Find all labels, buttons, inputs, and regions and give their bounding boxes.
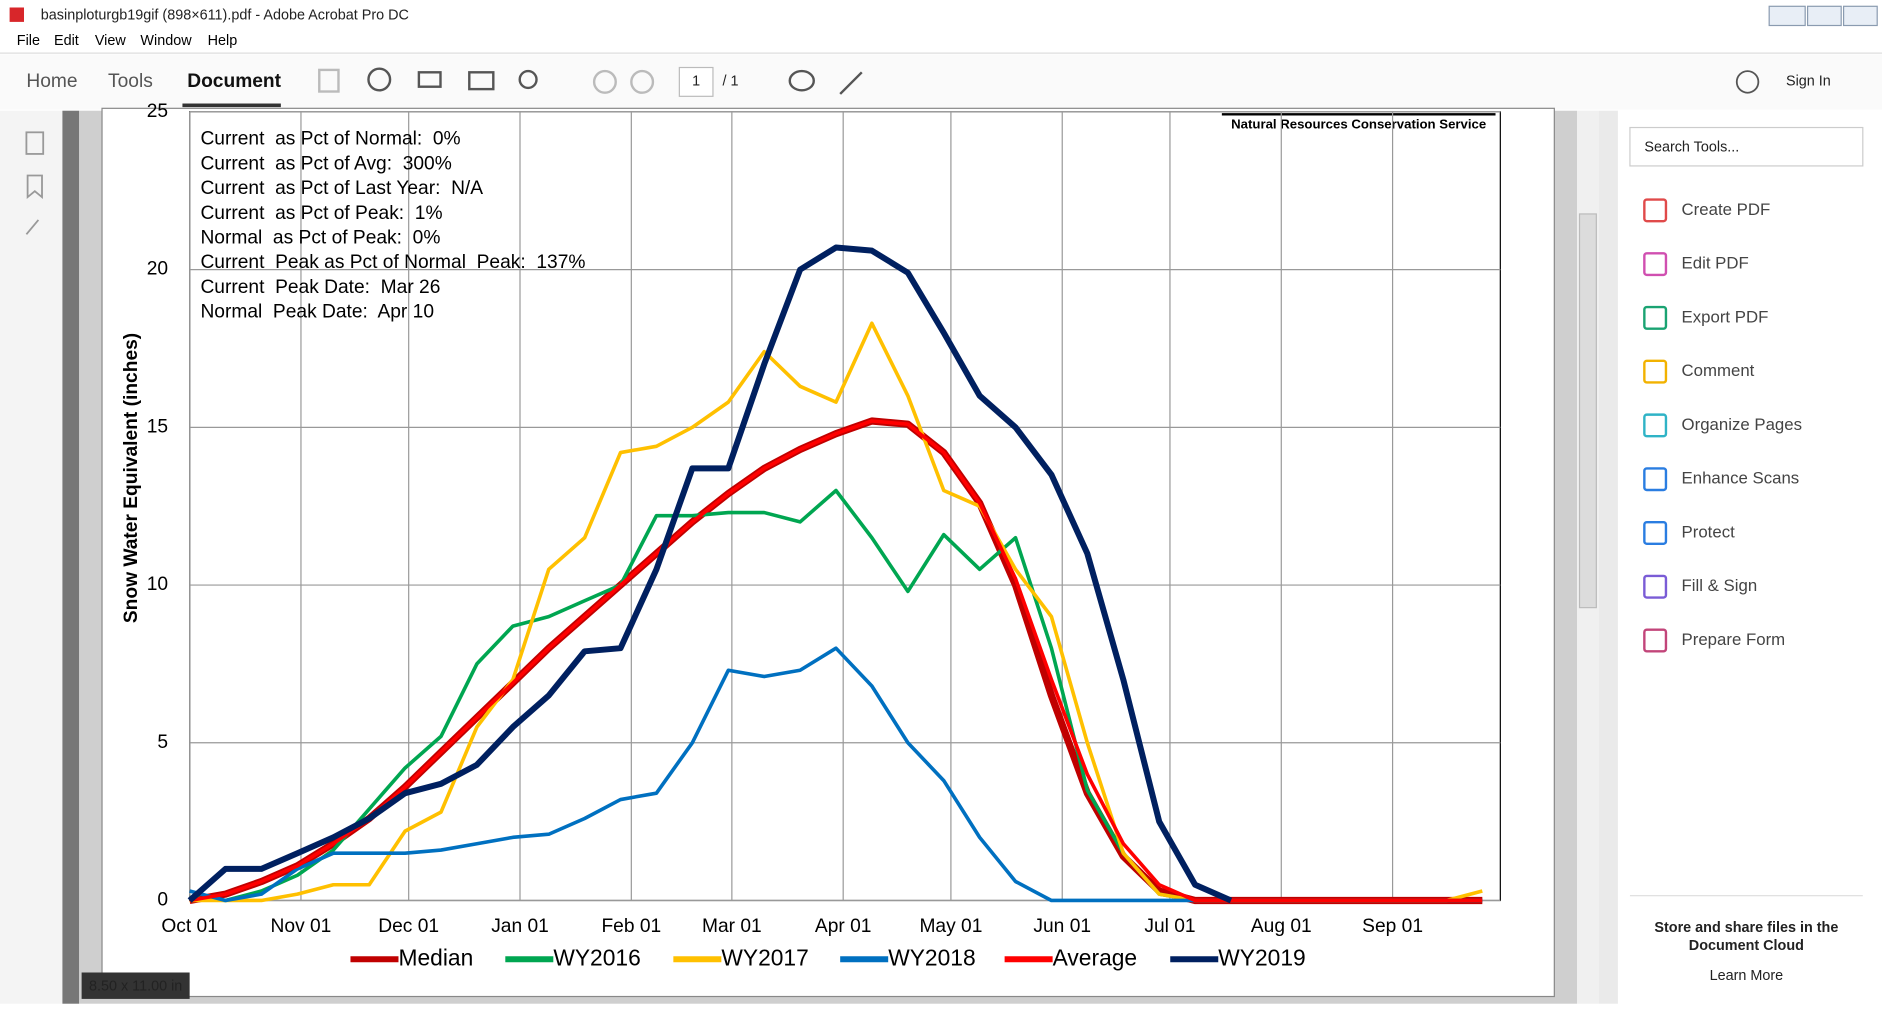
x-tick-label: Oct 01	[161, 916, 218, 937]
tools-panel	[1617, 110, 1882, 1004]
x-tick-label: Aug 01	[1251, 916, 1312, 937]
annotation: Current as Pct of Last Year: N/A	[200, 178, 483, 199]
tool-icon	[1643, 359, 1668, 384]
legend-label: WY2017	[721, 944, 808, 970]
legend-label: Average	[1053, 944, 1137, 970]
page-size-badge	[81, 972, 190, 999]
annotation: Normal as Pct of Peak: 0%	[200, 228, 440, 249]
tool[interactable]: Organize Pages	[1682, 415, 1802, 434]
x-tick-label: Jul 01	[1144, 916, 1195, 937]
y-tick-label: 5	[157, 732, 168, 753]
y-tick-label: 0	[157, 890, 168, 911]
tool[interactable]: Enhance Scans	[1682, 469, 1800, 488]
tool[interactable]: Create PDF	[1682, 200, 1771, 219]
x-tick-label: Nov 01	[271, 916, 332, 937]
pdf-page	[101, 107, 1555, 998]
x-tick-label: Sep 01	[1362, 916, 1423, 937]
annotation: Current Peak as Pct of Normal Peak: 137%	[200, 252, 585, 273]
x-tick-label: Apr 01	[815, 916, 872, 937]
cloud-text: Store and share files in the	[1654, 920, 1838, 936]
legend-label: WY2019	[1218, 944, 1305, 970]
y-tick-label: 25	[147, 101, 168, 122]
x-tick-label: Feb 01	[601, 916, 661, 937]
x-tick-label: Jan 01	[491, 916, 549, 937]
scroll-thumb[interactable]	[1578, 213, 1597, 609]
y-tick-label: 15	[147, 416, 168, 437]
source: Natural Resources Conservation Service	[1231, 117, 1486, 132]
tool[interactable]: Prepare Form	[1682, 630, 1786, 649]
x-tick-label: Mar 01	[702, 916, 762, 937]
annotation: Current as Pct of Peak: 1%	[200, 203, 442, 224]
legend-label: WY2016	[553, 944, 640, 970]
series-line	[189, 419, 1483, 903]
annotation: Current as Pct of Normal: 0%	[200, 129, 460, 150]
active-tab-underline	[182, 103, 281, 108]
search-placeholder: Search Tools...	[1644, 140, 1739, 156]
page-total: / 1	[723, 74, 739, 90]
window-title: basinploturgb19gif (898×611).pdf - Adobe…	[41, 8, 409, 24]
tool-icon	[1643, 628, 1668, 653]
menu-item[interactable]: Window	[140, 33, 192, 49]
sign-in[interactable]: Sign In	[1786, 74, 1831, 90]
tool-icon	[1643, 413, 1668, 438]
tabs: Home Tools Document	[26, 71, 281, 92]
legend-label: Median	[398, 944, 473, 970]
tool-icon	[1643, 574, 1668, 599]
tool-icon	[1643, 305, 1668, 330]
tab[interactable]: Document	[187, 71, 281, 92]
tools-list: Create PDF Edit PDF Export PDF Comment Organ…	[1643, 198, 1802, 653]
menu-bar: File Edit View Window Help	[17, 33, 237, 49]
toolbar	[0, 54, 1882, 110]
y-axis-label: Snow Water Equivalent (inches)	[121, 333, 142, 623]
help-icon[interactable]	[1735, 70, 1760, 94]
tool[interactable]: Edit PDF	[1682, 254, 1749, 273]
x-tick-label: Jun 01	[1033, 916, 1091, 937]
tool-icon	[1643, 467, 1668, 492]
close[interactable]	[1842, 5, 1878, 27]
tab[interactable]: Home	[26, 71, 77, 92]
annotation: Normal Peak Date: Apr 10	[200, 302, 434, 323]
restore[interactable]	[1806, 5, 1842, 27]
tool-icon	[1643, 198, 1668, 223]
y-tick-label: 20	[147, 259, 168, 280]
menu-item[interactable]: Help	[208, 33, 238, 49]
tool[interactable]: Export PDF	[1682, 307, 1769, 326]
x-tick-label: Dec 01	[378, 916, 439, 937]
series-line	[187, 244, 1233, 904]
annotation: Current Peak Date: Mar 26	[200, 277, 440, 298]
cloud-text: Document Cloud	[1689, 938, 1804, 954]
annotation: Current as Pct of Avg: 300%	[200, 153, 451, 174]
tool-icon	[1643, 520, 1668, 545]
nav-splitter	[62, 110, 80, 1004]
menu-item[interactable]: File	[17, 33, 40, 49]
tab[interactable]: Tools	[108, 71, 153, 92]
minimize[interactable]	[1768, 5, 1806, 27]
rail-icons	[25, 131, 45, 235]
left-rail	[0, 110, 63, 1004]
legend-label: WY2018	[888, 944, 975, 970]
page-input[interactable]	[678, 66, 714, 97]
y-tick-label: 10	[147, 574, 168, 595]
page-size: 8.50 x 11.00 in	[89, 979, 182, 995]
x-tick-label: May 01	[919, 916, 982, 937]
panel-splitter	[1598, 110, 1618, 1004]
title-bar	[0, 0, 1882, 30]
tool-icon	[1643, 252, 1668, 277]
toolbar-icons	[318, 67, 863, 95]
page-number: 1	[692, 74, 700, 90]
search-box[interactable]	[1629, 126, 1864, 167]
chart: Natural Resources Conservation Service S…	[121, 101, 1501, 970]
tool[interactable]: Fill & Sign	[1682, 576, 1758, 595]
learn-more[interactable]: Learn More	[1710, 968, 1784, 984]
menu-item[interactable]: View	[95, 33, 127, 49]
tool[interactable]: Comment	[1682, 361, 1755, 380]
menu-item[interactable]: Edit	[54, 33, 79, 49]
tool[interactable]: Protect	[1682, 522, 1736, 541]
app-icon	[9, 7, 25, 22]
